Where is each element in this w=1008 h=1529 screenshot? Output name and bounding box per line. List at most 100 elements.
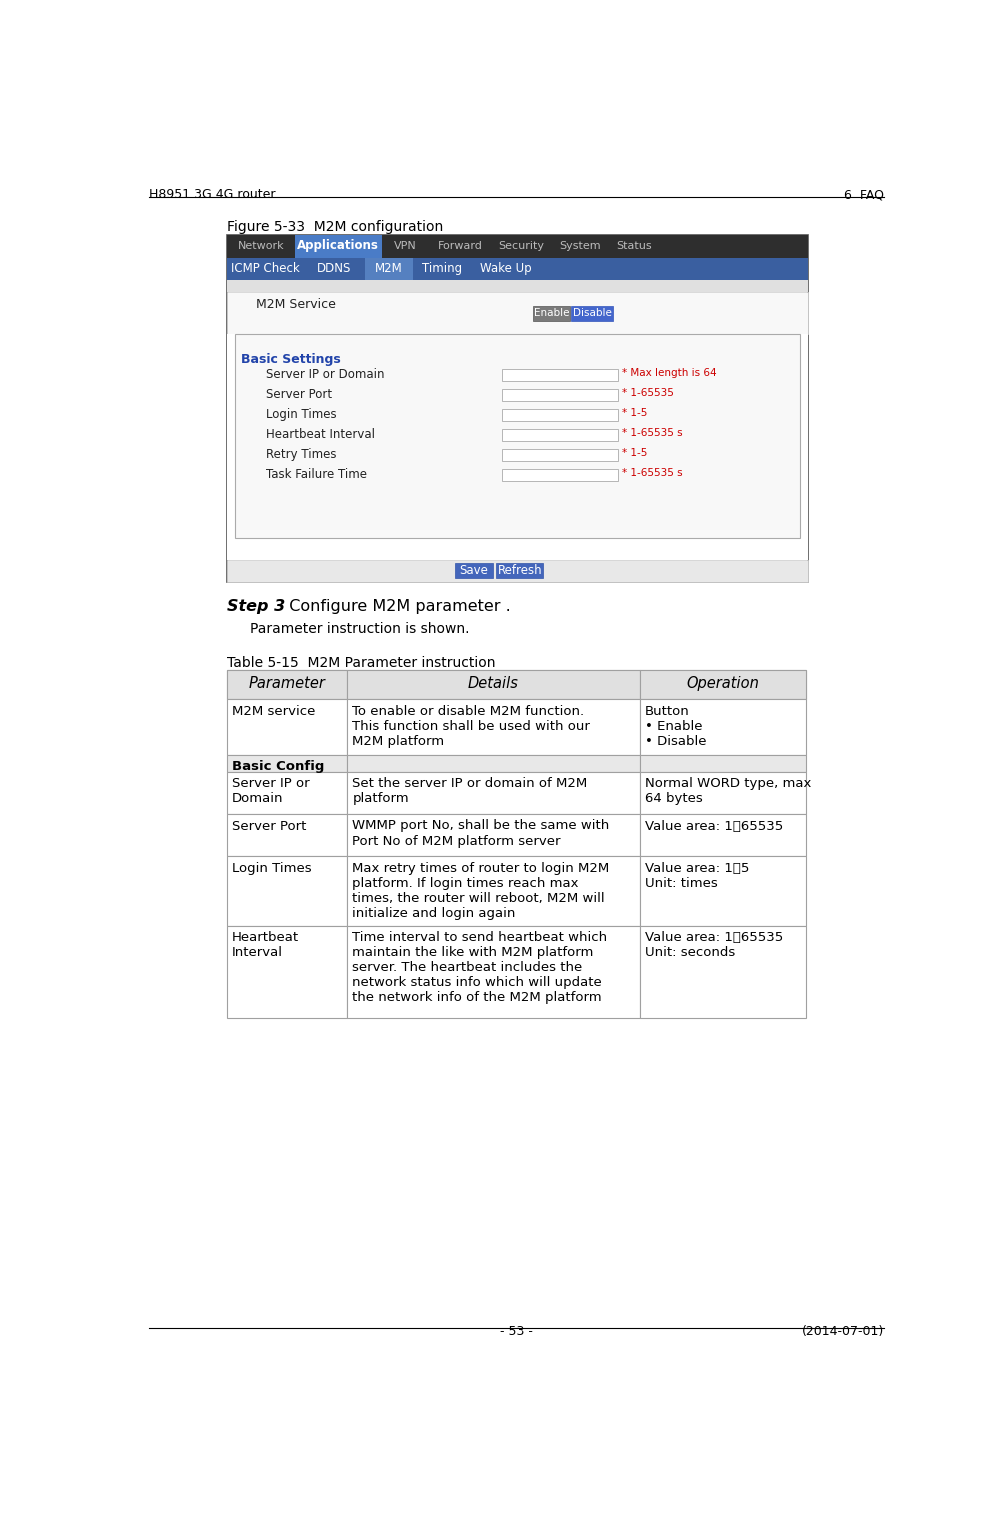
- Text: Table 5-15  M2M Parameter instruction: Table 5-15 M2M Parameter instruction: [227, 656, 495, 670]
- Text: - 53 -: - 53 -: [500, 1324, 533, 1338]
- Bar: [227, 258, 808, 280]
- Bar: [227, 699, 347, 755]
- Text: System: System: [559, 242, 601, 251]
- Bar: [227, 349, 808, 560]
- Text: Save: Save: [460, 564, 489, 576]
- Bar: [640, 699, 806, 755]
- Text: 6  FAQ: 6 FAQ: [844, 188, 884, 202]
- Bar: [295, 235, 382, 258]
- Text: Disable: Disable: [573, 309, 612, 318]
- Bar: [502, 368, 618, 381]
- Bar: [347, 813, 640, 856]
- Text: H8951 3G 4G router: H8951 3G 4G router: [149, 188, 276, 202]
- Bar: [227, 335, 808, 349]
- Bar: [502, 469, 618, 482]
- Text: Login Times: Login Times: [265, 408, 336, 422]
- Text: Basic Settings: Basic Settings: [241, 353, 341, 365]
- Text: Button
• Enable
• Disable: Button • Enable • Disable: [645, 705, 707, 748]
- Bar: [227, 560, 808, 581]
- Bar: [502, 388, 618, 402]
- Text: M2M service: M2M service: [232, 705, 316, 717]
- Text: M2M Service: M2M Service: [256, 298, 336, 312]
- Text: Network: Network: [238, 242, 284, 251]
- Text: Forward: Forward: [437, 242, 483, 251]
- Text: ICMP Check: ICMP Check: [231, 261, 299, 275]
- Text: Heartbeat Interval: Heartbeat Interval: [265, 428, 375, 442]
- Text: Basic Config: Basic Config: [232, 760, 325, 774]
- Bar: [227, 292, 808, 335]
- Bar: [640, 856, 806, 925]
- Bar: [456, 563, 493, 578]
- Bar: [502, 450, 618, 462]
- Bar: [347, 670, 640, 699]
- Bar: [640, 925, 806, 1018]
- Text: Retry Times: Retry Times: [265, 448, 336, 462]
- Bar: [497, 563, 543, 578]
- Text: To enable or disable M2M function.
This function shall be used with our
M2M plat: To enable or disable M2M function. This …: [353, 705, 590, 748]
- Text: VPN: VPN: [394, 242, 417, 251]
- Bar: [227, 235, 808, 581]
- Text: Status: Status: [617, 242, 652, 251]
- Bar: [347, 772, 640, 813]
- Text: Server Port: Server Port: [232, 820, 306, 832]
- Bar: [347, 856, 640, 925]
- Text: Enable: Enable: [533, 309, 570, 318]
- Bar: [227, 755, 347, 772]
- Text: Value area: 1～65535: Value area: 1～65535: [645, 820, 783, 832]
- Bar: [227, 772, 347, 813]
- Bar: [640, 670, 806, 699]
- Text: Parameter: Parameter: [248, 676, 326, 691]
- Text: (2014-07-01): (2014-07-01): [801, 1324, 884, 1338]
- Text: * 1-65535 s: * 1-65535 s: [622, 428, 682, 439]
- Bar: [235, 335, 800, 538]
- Bar: [227, 813, 347, 856]
- Text: Server IP or
Domain: Server IP or Domain: [232, 777, 309, 806]
- Bar: [227, 925, 347, 1018]
- Bar: [571, 306, 614, 321]
- Text: Login Times: Login Times: [232, 862, 311, 875]
- Bar: [640, 755, 806, 772]
- Text: Figure 5-33  M2M configuration: Figure 5-33 M2M configuration: [227, 220, 443, 234]
- Text: Refresh: Refresh: [497, 564, 542, 576]
- Text: * 1-65535: * 1-65535: [622, 388, 674, 398]
- Text: * 1-5: * 1-5: [622, 448, 647, 459]
- Text: Timing: Timing: [422, 261, 463, 275]
- Text: M2M: M2M: [375, 261, 402, 275]
- Text: Set the server IP or domain of M2M
platform: Set the server IP or domain of M2M platf…: [353, 777, 588, 806]
- Bar: [502, 410, 618, 422]
- Text: Heartbeat
Interval: Heartbeat Interval: [232, 931, 299, 959]
- Text: Server Port: Server Port: [265, 388, 332, 401]
- Bar: [347, 925, 640, 1018]
- Text: * 1-5: * 1-5: [622, 408, 647, 419]
- Text: Normal WORD type, max
64 bytes: Normal WORD type, max 64 bytes: [645, 777, 811, 806]
- Bar: [347, 699, 640, 755]
- Bar: [227, 670, 806, 699]
- Text: Wake Up: Wake Up: [480, 261, 531, 275]
- Bar: [347, 755, 640, 772]
- Text: Time interval to send heartbeat which
maintain the like with M2M platform
server: Time interval to send heartbeat which ma…: [353, 931, 608, 1005]
- Text: * 1-65535 s: * 1-65535 s: [622, 468, 682, 479]
- Bar: [227, 235, 808, 258]
- Text: DDNS: DDNS: [318, 261, 352, 275]
- Bar: [640, 772, 806, 813]
- Bar: [227, 670, 347, 699]
- Text: Configure M2M parameter .: Configure M2M parameter .: [278, 598, 510, 613]
- Text: Value area: 1～5
Unit: times: Value area: 1～5 Unit: times: [645, 862, 750, 890]
- Bar: [502, 430, 618, 442]
- Text: Security: Security: [498, 242, 544, 251]
- Bar: [227, 280, 808, 292]
- Text: Parameter instruction is shown.: Parameter instruction is shown.: [250, 622, 470, 636]
- Text: Applications: Applications: [297, 240, 379, 252]
- Bar: [533, 306, 571, 321]
- Text: Step 3: Step 3: [227, 598, 285, 613]
- Bar: [365, 258, 412, 280]
- Bar: [227, 856, 347, 925]
- Text: Max retry times of router to login M2M
platform. If login times reach max
times,: Max retry times of router to login M2M p…: [353, 862, 610, 920]
- Text: WMMP port No, shall be the same with
Port No of M2M platform server: WMMP port No, shall be the same with Por…: [353, 820, 610, 847]
- Text: Details: Details: [468, 676, 519, 691]
- Text: * Max length is 64: * Max length is 64: [622, 368, 717, 378]
- Text: Value area: 1～65535
Unit: seconds: Value area: 1～65535 Unit: seconds: [645, 931, 783, 959]
- Bar: [640, 813, 806, 856]
- Text: Server IP or Domain: Server IP or Domain: [265, 368, 384, 381]
- Text: Task Failure Time: Task Failure Time: [265, 468, 367, 482]
